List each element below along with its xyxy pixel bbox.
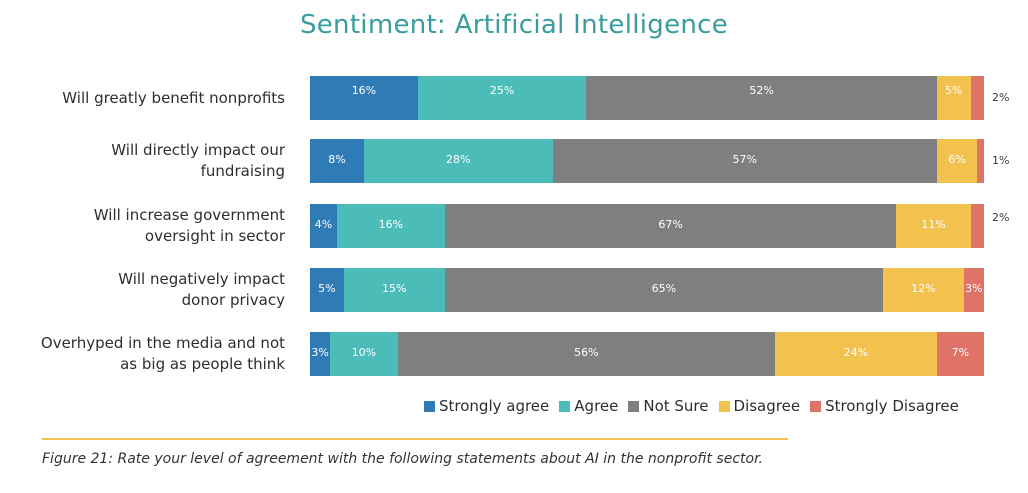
data-label: 24% [843,346,869,359]
legend: Strongly agree Agree Not Sure Disagree Stron… [424,397,969,415]
bar-segment [936,139,978,183]
data-label: 1% [992,154,1010,167]
legend-item: Strongly agree [424,397,549,415]
bar-segment [896,204,971,248]
bar-segment [310,332,331,376]
data-label: 56% [574,346,599,359]
bar-segment [363,139,553,183]
data-label: 4% [314,218,333,231]
legend-label: Strongly agree [439,397,550,415]
data-label: 8% [328,153,346,166]
data-label: 10% [351,346,377,359]
data-label: 12% [911,282,936,295]
data-label: 5% [944,84,963,97]
figure-caption: Figure 21: Rate your level of agreement … [42,451,763,467]
caption-divider [42,438,788,440]
data-label: 7% [951,346,970,359]
bar-segment [936,76,971,120]
category-label: Will directly impact our fundraising [111,141,285,180]
data-label: 16% [378,218,404,231]
bar-segment [970,76,984,120]
data-label: 52% [749,84,774,97]
bar-segment [936,332,984,376]
bar-segment [310,76,418,120]
bar-segment [552,139,937,183]
legend-swatch [810,400,822,412]
data-label: 2% [992,91,1010,104]
data-label: 2% [992,211,1010,224]
legend-label: Disagree [733,397,801,415]
data-label: 11% [921,218,946,231]
bar-segment [310,139,364,183]
legend-label: Not Sure [643,397,709,415]
legend-label: Agree [574,397,619,415]
data-label: 15% [382,282,407,295]
data-label: 28% [446,153,471,166]
data-label: 67% [658,218,683,231]
chart-title: Sentiment: Artificial Intelligence [299,10,729,40]
legend-swatch [718,400,730,412]
bar-segment [970,204,984,248]
data-label: 5% [318,282,336,295]
bar-segment [586,76,937,120]
legend-swatch [559,400,571,412]
bar-segment [444,268,883,312]
bar-segment [444,204,897,248]
bar-segment [882,268,964,312]
data-label: 57% [732,153,757,166]
legend-label: Strongly Disagree [825,397,959,415]
data-label: 16% [351,84,377,97]
category-label: Will negatively impact donor privacy [118,270,285,309]
bar-segment [775,332,937,376]
bar-segment [963,268,984,312]
data-label: 3% [311,346,329,359]
data-label: 25% [489,84,515,97]
legend-swatch [424,400,435,412]
bar-segment [343,268,445,312]
legend-item: Not Sure [628,397,709,415]
bar-segment [397,332,776,376]
category-label: Will greatly benefit nonprofits [62,88,285,107]
legend-swatch [628,400,640,412]
bar-segment [977,139,984,183]
category-label: Will increase government oversight in sec… [93,206,285,245]
data-label: 3% [965,282,983,295]
legend-item: Agree [559,397,618,415]
bar-segment [310,204,337,248]
data-label: 6% [948,153,966,166]
bar-segment [336,204,445,248]
bar-segment [330,332,398,376]
legend-item: Strongly Disagree [810,397,959,415]
data-label: 65% [651,282,677,295]
legend-item: Disagree [718,397,801,415]
category-label: Overhyped in the media and not as big as … [40,334,285,373]
bar-segment [417,76,587,120]
bar-segment [310,268,344,312]
